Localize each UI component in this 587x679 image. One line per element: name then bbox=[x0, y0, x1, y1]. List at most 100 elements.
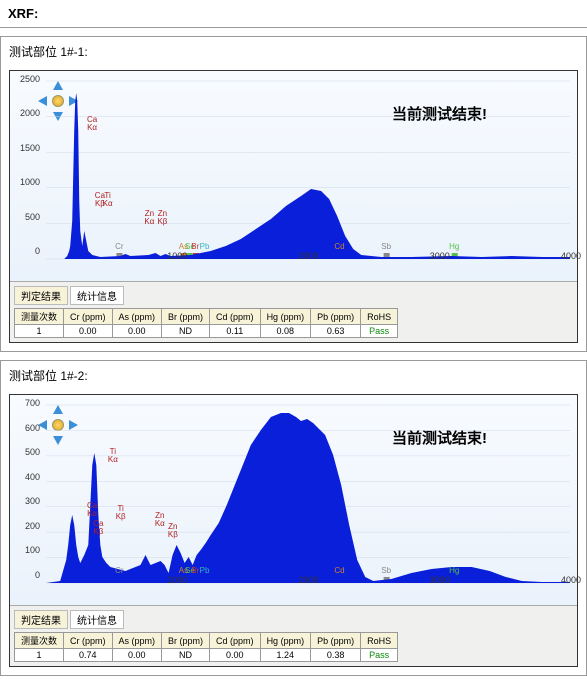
table-header: Cr (ppm) bbox=[64, 633, 113, 649]
spectrum-fill bbox=[46, 93, 570, 259]
plot-area: 当前测试结束!050010001500200025001000200030004… bbox=[10, 71, 577, 281]
element-axis-label: Pb bbox=[200, 242, 210, 251]
element-axis-label: Cd bbox=[334, 242, 344, 251]
peak-marker: TiKα bbox=[103, 192, 113, 208]
plot-area: 当前测试结束!010020030040050060070010002000300… bbox=[10, 395, 577, 605]
table-header: Br (ppm) bbox=[162, 309, 210, 325]
result-area: 判定结果统计信息测量次数Cr (ppm)As (ppm)Br (ppm)Cd (… bbox=[10, 605, 577, 666]
peak-marker: CaKα bbox=[87, 502, 97, 518]
table-cell: 0.00 bbox=[112, 325, 162, 338]
x-tick-label: 1000 bbox=[167, 251, 187, 261]
y-tick-label: 600 bbox=[25, 423, 40, 433]
element-axis-label: Cr bbox=[115, 566, 123, 575]
chart-panel: 当前测试结束!050010001500200025001000200030004… bbox=[9, 70, 578, 343]
peak-marker: ZnKα bbox=[155, 512, 165, 528]
element-axis-label: Hg bbox=[449, 242, 459, 251]
table-cell: 0.11 bbox=[210, 325, 261, 338]
chart-panel: 当前测试结束!010020030040050060070010002000300… bbox=[9, 394, 578, 667]
table-header: RoHS bbox=[361, 633, 398, 649]
tab-stats[interactable]: 统计信息 bbox=[70, 286, 124, 305]
x-axis-labels: 1000200030004000 bbox=[46, 251, 571, 263]
peak-marker: TiKβ bbox=[116, 505, 126, 521]
table-header: Br (ppm) bbox=[162, 633, 210, 649]
x-tick-label: 1000 bbox=[167, 575, 187, 585]
y-tick-label: 700 bbox=[25, 398, 40, 408]
y-tick-label: 2000 bbox=[20, 108, 40, 118]
table-cell: 0.00 bbox=[210, 649, 261, 662]
x-tick-label: 3000 bbox=[430, 251, 450, 261]
section-title: 测试部位 1#-1: bbox=[1, 37, 586, 66]
spectrum-svg bbox=[10, 395, 577, 605]
tab-result[interactable]: 判定结果 bbox=[14, 610, 68, 629]
peak-marker: CaKβ bbox=[93, 520, 103, 536]
peak-marker: CaKα bbox=[87, 116, 97, 132]
result-tabs: 判定结果统计信息 bbox=[14, 286, 573, 305]
table-header: As (ppm) bbox=[112, 633, 162, 649]
table-header: Hg (ppm) bbox=[260, 309, 311, 325]
x-tick-label: 4000 bbox=[561, 575, 581, 585]
table-cell: ND bbox=[162, 649, 210, 662]
result-tabs: 判定结果统计信息 bbox=[14, 610, 573, 629]
table-row: 10.000.00ND0.110.080.63Pass bbox=[15, 325, 398, 338]
y-tick-label: 0 bbox=[35, 570, 40, 580]
element-axis-label: Cd bbox=[334, 566, 344, 575]
y-tick-label: 2500 bbox=[20, 74, 40, 84]
y-tick-label: 400 bbox=[25, 472, 40, 482]
result-table: 测量次数Cr (ppm)As (ppm)Br (ppm)Cd (ppm)Hg (… bbox=[14, 308, 398, 338]
tab-stats[interactable]: 统计信息 bbox=[70, 610, 124, 629]
y-tick-label: 200 bbox=[25, 521, 40, 531]
y-tick-label: 0 bbox=[35, 246, 40, 256]
chart-section: 测试部位 1#-2:当前测试结束!01002003004005006007001… bbox=[0, 360, 587, 676]
table-row: 10.740.00ND0.001.240.38Pass bbox=[15, 649, 398, 662]
x-tick-label: 2000 bbox=[298, 251, 318, 261]
table-header: Cr (ppm) bbox=[64, 309, 113, 325]
peak-marker: TiKα bbox=[108, 448, 118, 464]
element-axis-label: Hg bbox=[449, 566, 459, 575]
table-header: 测量次数 bbox=[15, 309, 64, 325]
table-header: Cd (ppm) bbox=[210, 309, 261, 325]
y-tick-label: 500 bbox=[25, 212, 40, 222]
table-header: 测量次数 bbox=[15, 633, 64, 649]
y-tick-label: 100 bbox=[25, 545, 40, 555]
x-tick-label: 3000 bbox=[430, 575, 450, 585]
x-tick-label: 2000 bbox=[298, 575, 318, 585]
page-title: XRF: bbox=[8, 6, 38, 21]
y-tick-label: 300 bbox=[25, 496, 40, 506]
table-header: Hg (ppm) bbox=[260, 633, 311, 649]
result-area: 判定结果统计信息测量次数Cr (ppm)As (ppm)Br (ppm)Cd (… bbox=[10, 281, 577, 342]
table-cell: 1 bbox=[15, 649, 64, 662]
table-cell: 1 bbox=[15, 325, 64, 338]
y-axis-labels: 0100200300400500600700 bbox=[14, 403, 42, 575]
y-axis-labels: 05001000150020002500 bbox=[14, 79, 42, 251]
y-tick-label: 500 bbox=[25, 447, 40, 457]
page-header: XRF: bbox=[0, 0, 587, 28]
element-axis-label: Br bbox=[191, 242, 199, 251]
table-cell: 0.74 bbox=[64, 649, 113, 662]
peak-marker: ZnKβ bbox=[157, 210, 167, 226]
peak-marker: ZnKα bbox=[144, 210, 154, 226]
element-axis-label: Sb bbox=[381, 242, 391, 251]
chart-section: 测试部位 1#-1:当前测试结束!05001000150020002500100… bbox=[0, 36, 587, 352]
table-cell: Pass bbox=[361, 325, 398, 338]
y-tick-label: 1500 bbox=[20, 143, 40, 153]
table-cell: 0.38 bbox=[311, 649, 361, 662]
table-header: RoHS bbox=[361, 309, 398, 325]
table-cell: 0.00 bbox=[64, 325, 113, 338]
element-axis-label: Cr bbox=[115, 242, 123, 251]
tab-result[interactable]: 判定结果 bbox=[14, 286, 68, 305]
table-header: Pb (ppm) bbox=[311, 309, 361, 325]
result-table: 测量次数Cr (ppm)As (ppm)Br (ppm)Cd (ppm)Hg (… bbox=[14, 632, 398, 662]
table-cell: 1.24 bbox=[260, 649, 311, 662]
table-cell: 0.08 bbox=[260, 325, 311, 338]
table-header: Cd (ppm) bbox=[210, 633, 261, 649]
element-axis-label: Pb bbox=[200, 566, 210, 575]
table-cell: 0.00 bbox=[112, 649, 162, 662]
x-tick-label: 4000 bbox=[561, 251, 581, 261]
table-header: Pb (ppm) bbox=[311, 633, 361, 649]
section-title: 测试部位 1#-2: bbox=[1, 361, 586, 390]
element-axis-label: Sb bbox=[381, 566, 391, 575]
table-cell: ND bbox=[162, 325, 210, 338]
peak-marker: ZnKβ bbox=[168, 523, 178, 539]
table-header: As (ppm) bbox=[112, 309, 162, 325]
element-axis-label: Br bbox=[191, 566, 199, 575]
